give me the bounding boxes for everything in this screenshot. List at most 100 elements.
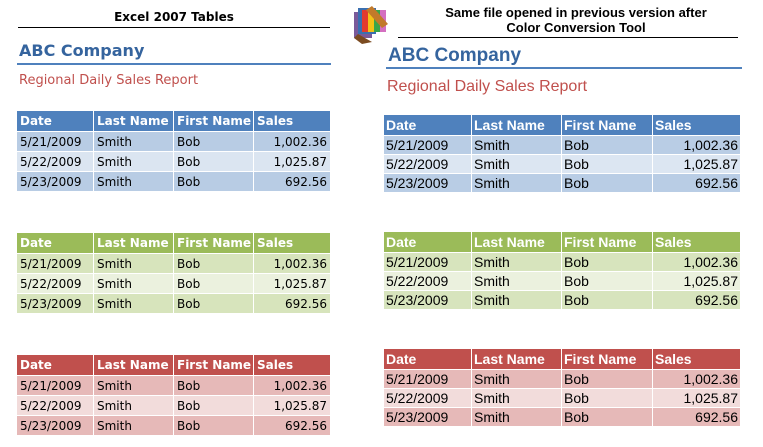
table-cell: 692.56 <box>254 172 330 192</box>
table-cell: 1,002.36 <box>653 136 740 155</box>
table-header-row: Date Last Name First Name Sales <box>384 232 740 253</box>
column-header: Date <box>384 115 472 136</box>
table-cell: 1,025.87 <box>254 152 330 172</box>
table-cell: 5/21/2009 <box>17 132 94 152</box>
column-header: Sales <box>254 355 330 376</box>
column-header: First Name <box>562 115 653 136</box>
table-cell: 5/22/2009 <box>17 152 94 172</box>
table-cell: 692.56 <box>254 294 330 314</box>
right-caption-divider <box>398 37 738 38</box>
table-row: 5/23/2009 Smith Bob 692.56 <box>384 408 740 427</box>
table-cell: 5/21/2009 <box>17 376 94 396</box>
table-cell: 5/22/2009 <box>384 272 472 291</box>
column-header: Date <box>17 111 94 132</box>
table-cell: 5/22/2009 <box>384 155 472 174</box>
table-cell: Bob <box>562 253 653 272</box>
sales-table-green-converted: Date Last Name First Name Sales 5/21/2009 Smi… <box>384 232 740 310</box>
left-caption-divider <box>18 27 330 28</box>
column-header: Last Name <box>94 111 174 132</box>
left-company-title: ABC Company <box>19 41 145 60</box>
table-cell: 1,025.87 <box>653 389 740 408</box>
sales-table-red-2007: Date Last Name First Name Sales 5/21/2009 Smi… <box>17 355 330 436</box>
table-cell: Bob <box>174 254 254 274</box>
sales-table-red-converted: Date Last Name First Name Sales 5/21/2009 Smi… <box>384 349 740 427</box>
table-cell: 1,025.87 <box>653 155 740 174</box>
table-cell: Bob <box>174 376 254 396</box>
table-cell: Bob <box>562 155 653 174</box>
right-caption-line2: Color Conversion Tool <box>506 20 646 35</box>
table-cell: 5/23/2009 <box>384 291 472 310</box>
sales-table-green-2007: Date Last Name First Name Sales 5/21/2009 Smi… <box>17 233 330 314</box>
table-cell: 1,025.87 <box>254 274 330 294</box>
table-row: 5/21/2009 Smith Bob 1,002.36 <box>17 132 330 152</box>
column-header: Sales <box>254 111 330 132</box>
table-cell: Bob <box>174 132 254 152</box>
table-cell: Smith <box>94 152 174 172</box>
table-cell: Bob <box>562 136 653 155</box>
table-cell: 1,002.36 <box>254 254 330 274</box>
table-cell: Smith <box>472 155 562 174</box>
column-header: Sales <box>653 349 740 370</box>
table-cell: 692.56 <box>254 416 330 436</box>
column-header: First Name <box>174 355 254 376</box>
table-row: 5/23/2009 Smith Bob 692.56 <box>384 291 740 310</box>
table-row: 5/22/2009 Smith Bob 1,025.87 <box>17 152 330 172</box>
table-header-row: Date Last Name First Name Sales <box>17 355 330 376</box>
table-cell: Bob <box>562 291 653 310</box>
table-cell: 5/23/2009 <box>17 172 94 192</box>
table-cell: Bob <box>174 396 254 416</box>
paint-palette-icon <box>354 6 388 44</box>
column-header: First Name <box>174 233 254 254</box>
table-cell: Smith <box>94 396 174 416</box>
table-row: 5/21/2009 Smith Bob 1,002.36 <box>384 370 740 389</box>
table-cell: 1,002.36 <box>653 253 740 272</box>
table-cell: 5/22/2009 <box>17 274 94 294</box>
left-panel-caption: Excel 2007 Tables <box>114 10 234 24</box>
table-row: 5/23/2009 Smith Bob 692.56 <box>17 416 330 436</box>
table-cell: Smith <box>472 370 562 389</box>
table-cell: Bob <box>562 272 653 291</box>
table-cell: Bob <box>174 416 254 436</box>
column-header: Date <box>17 233 94 254</box>
table-row: 5/22/2009 Smith Bob 1,025.87 <box>384 155 740 174</box>
column-header: Date <box>384 349 472 370</box>
table-row: 5/23/2009 Smith Bob 692.56 <box>17 294 330 314</box>
table-row: 5/22/2009 Smith Bob 1,025.87 <box>17 396 330 416</box>
table-row: 5/21/2009 Smith Bob 1,002.36 <box>384 136 740 155</box>
table-cell: Smith <box>472 291 562 310</box>
table-cell: Smith <box>94 294 174 314</box>
table-row: 5/22/2009 Smith Bob 1,025.87 <box>384 389 740 408</box>
right-company-underline <box>386 67 742 69</box>
table-row: 5/23/2009 Smith Bob 692.56 <box>384 174 740 193</box>
column-header: Sales <box>653 232 740 253</box>
table-cell: 1,002.36 <box>254 376 330 396</box>
sales-table-blue-converted: Date Last Name First Name Sales 5/21/2009 Smi… <box>384 115 740 193</box>
column-header: Last Name <box>94 233 174 254</box>
column-header: Last Name <box>472 349 562 370</box>
table-cell: Smith <box>472 389 562 408</box>
table-cell: Bob <box>174 274 254 294</box>
table-cell: 5/21/2009 <box>384 370 472 389</box>
table-header-row: Date Last Name First Name Sales <box>17 233 330 254</box>
table-cell: Bob <box>562 389 653 408</box>
table-cell: Smith <box>94 254 174 274</box>
table-row: 5/22/2009 Smith Bob 1,025.87 <box>384 272 740 291</box>
table-header-row: Date Last Name First Name Sales <box>17 111 330 132</box>
column-header: Last Name <box>472 115 562 136</box>
column-header: Last Name <box>94 355 174 376</box>
table-row: 5/21/2009 Smith Bob 1,002.36 <box>17 254 330 274</box>
column-header: Date <box>384 232 472 253</box>
table-cell: 5/22/2009 <box>17 396 94 416</box>
column-header: First Name <box>174 111 254 132</box>
right-panel-caption: Same file opened in previous version aft… <box>390 5 762 35</box>
table-cell: 5/23/2009 <box>384 408 472 427</box>
table-cell: Smith <box>94 416 174 436</box>
table-cell: Bob <box>562 408 653 427</box>
table-cell: Smith <box>472 272 562 291</box>
table-cell: 5/21/2009 <box>17 254 94 274</box>
table-cell: Bob <box>174 152 254 172</box>
table-row: 5/23/2009 Smith Bob 692.56 <box>17 172 330 192</box>
table-cell: Smith <box>472 174 562 193</box>
table-cell: 5/21/2009 <box>384 136 472 155</box>
table-cell: 1,002.36 <box>254 132 330 152</box>
